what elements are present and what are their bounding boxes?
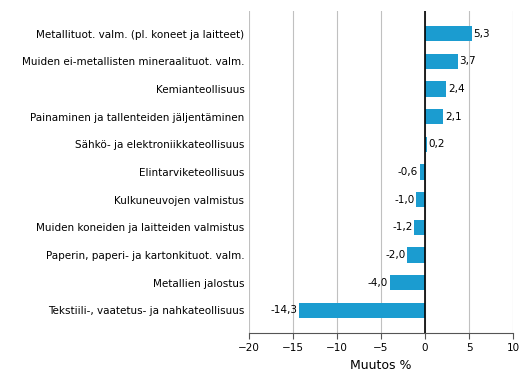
X-axis label: Muutos %: Muutos % bbox=[350, 359, 412, 372]
Bar bbox=[425, 26, 472, 41]
Bar bbox=[419, 164, 425, 180]
Text: 3,7: 3,7 bbox=[459, 56, 476, 66]
Text: -4,0: -4,0 bbox=[368, 278, 388, 288]
Bar bbox=[425, 137, 427, 152]
Bar bbox=[425, 81, 446, 96]
Bar bbox=[414, 220, 425, 235]
Text: -0,6: -0,6 bbox=[398, 167, 418, 177]
Bar bbox=[425, 109, 443, 124]
Bar bbox=[390, 275, 425, 290]
Bar bbox=[416, 192, 425, 207]
Text: 2,4: 2,4 bbox=[448, 84, 464, 94]
Bar bbox=[425, 54, 458, 69]
Text: -1,0: -1,0 bbox=[394, 195, 414, 204]
Bar bbox=[299, 303, 425, 318]
Bar bbox=[407, 248, 425, 263]
Text: 0,2: 0,2 bbox=[428, 139, 445, 149]
Text: -1,2: -1,2 bbox=[392, 222, 413, 232]
Text: -14,3: -14,3 bbox=[270, 305, 297, 315]
Text: 5,3: 5,3 bbox=[473, 29, 490, 39]
Text: 2,1: 2,1 bbox=[445, 112, 462, 122]
Text: -2,0: -2,0 bbox=[385, 250, 406, 260]
